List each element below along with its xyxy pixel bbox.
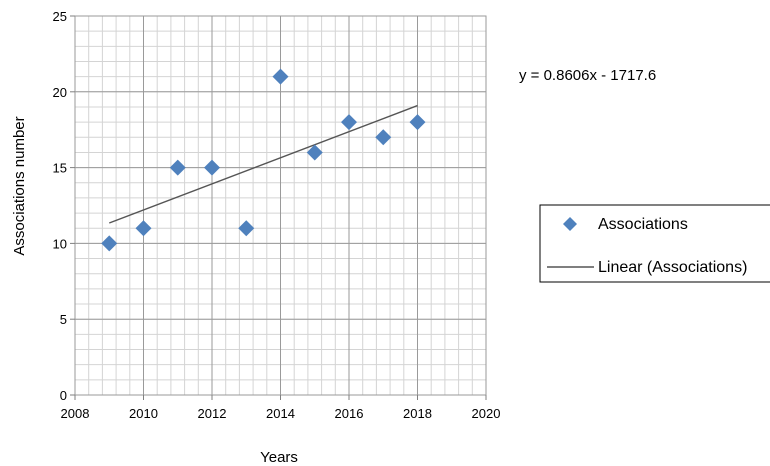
legend: Associations Linear (Associations) xyxy=(539,204,770,283)
legend-marker-associations xyxy=(563,217,577,231)
y-axis-ticks: 0 5 10 15 20 25 xyxy=(53,9,75,403)
data-point xyxy=(306,144,323,161)
data-points xyxy=(101,68,426,252)
trendline-equation: y = 0.8606x - 1717.6 xyxy=(519,67,656,84)
x-axis-ticks: 2008 2010 2012 2014 2016 2018 2020 xyxy=(61,395,501,421)
data-point xyxy=(341,114,357,131)
y-tick-label: 0 xyxy=(60,388,67,403)
y-tick-label: 5 xyxy=(60,312,67,327)
legend-label-trendline: Linear (Associations) xyxy=(598,259,747,276)
y-tick-label: 15 xyxy=(53,161,67,176)
x-axis-title: Years xyxy=(260,449,298,466)
x-tick-label: 2020 xyxy=(472,406,501,421)
data-point xyxy=(375,129,392,146)
x-tick-label: 2010 xyxy=(129,406,158,421)
data-point xyxy=(409,114,426,131)
data-point xyxy=(101,235,118,252)
data-point xyxy=(135,220,152,237)
data-point xyxy=(169,159,186,176)
data-point xyxy=(204,159,220,176)
legend-label-associations: Associations xyxy=(598,216,688,233)
data-point xyxy=(238,220,255,237)
x-tick-label: 2008 xyxy=(61,406,90,421)
x-tick-label: 2016 xyxy=(335,406,364,421)
x-tick-label: 2014 xyxy=(266,406,295,421)
y-axis-title: Associations number xyxy=(11,116,28,255)
data-point xyxy=(272,68,289,85)
legend-box xyxy=(539,204,770,283)
trendline xyxy=(109,104,418,224)
y-tick-label: 20 xyxy=(53,85,67,100)
x-tick-label: 2018 xyxy=(403,406,432,421)
x-tick-label: 2012 xyxy=(198,406,227,421)
y-tick-label: 10 xyxy=(53,236,67,251)
y-tick-label: 25 xyxy=(53,9,67,24)
